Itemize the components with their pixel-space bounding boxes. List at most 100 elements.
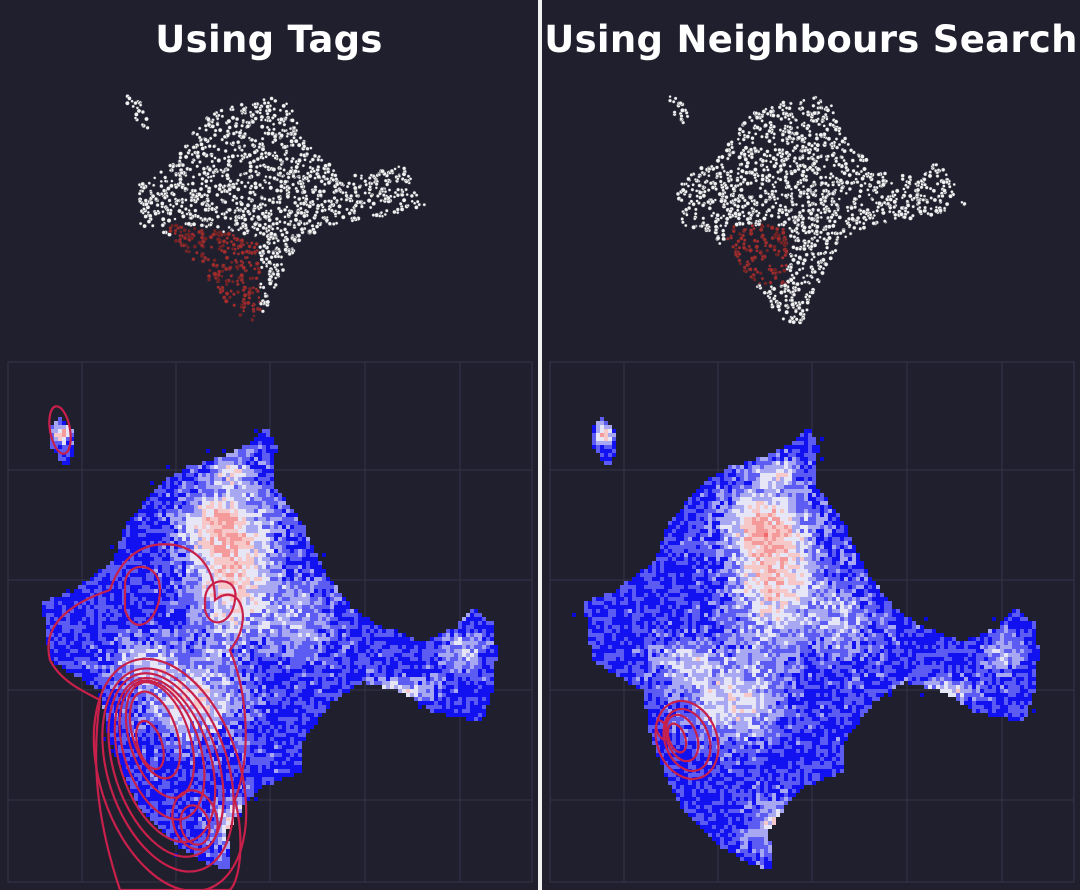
heatmap-cell xyxy=(478,645,482,649)
heatmap-cell xyxy=(426,649,430,653)
heatmap-cell xyxy=(466,661,470,665)
heatmap-cell xyxy=(226,645,230,649)
scatter-point xyxy=(274,221,280,226)
scatter-point xyxy=(396,177,400,181)
scatter-point xyxy=(272,107,277,111)
heatmap-cell xyxy=(218,589,222,593)
heatmap-cell xyxy=(162,493,166,497)
heatmap-cell xyxy=(386,637,390,641)
heatmap-cell xyxy=(282,581,286,585)
heatmap-cell xyxy=(226,493,230,497)
heatmap-cell xyxy=(434,669,438,673)
heatmap-cell xyxy=(54,625,58,629)
scatter-point xyxy=(401,171,407,177)
heatmap-cell xyxy=(490,641,494,645)
scatter-point xyxy=(234,201,239,206)
heatmap-cell xyxy=(98,633,102,637)
heatmap-cell xyxy=(270,465,274,469)
heatmap-cell xyxy=(158,653,162,657)
heatmap-cell xyxy=(278,525,282,529)
heatmap-cell xyxy=(122,533,126,537)
heatmap-cell xyxy=(90,621,94,625)
heatmap-cell xyxy=(50,641,54,645)
heatmap-cell xyxy=(310,617,314,621)
heatmap-cell xyxy=(246,469,250,473)
heatmap-cell xyxy=(282,537,286,541)
heatmap-cell xyxy=(286,513,290,517)
heatmap-cell xyxy=(238,529,242,533)
scatter-point xyxy=(367,191,371,195)
scatter-point xyxy=(198,160,202,164)
heatmap-cell xyxy=(250,645,254,649)
heatmap-cell xyxy=(306,629,310,633)
heatmap-cell xyxy=(346,669,350,673)
heatmap-cell xyxy=(222,641,226,645)
heatmap-cell xyxy=(134,617,138,621)
heatmap-cell xyxy=(250,637,254,641)
scatter-point xyxy=(368,205,373,210)
scatter-point xyxy=(280,174,285,179)
heatmap-cell xyxy=(254,489,258,493)
heatmap-cell xyxy=(142,533,146,537)
heatmap-cell xyxy=(74,601,78,605)
heatmap-cell xyxy=(222,629,226,633)
heatmap-cell xyxy=(426,661,430,665)
heatmap-cell xyxy=(290,641,294,645)
heatmap-cell xyxy=(226,629,230,633)
heatmap-cell xyxy=(286,569,290,573)
heatmap-cell xyxy=(210,529,214,533)
scatter-point xyxy=(200,259,206,264)
heatmap-cell xyxy=(210,545,214,549)
scatter-point xyxy=(406,174,411,179)
heatmap-cell xyxy=(134,553,138,557)
heatmap-cell xyxy=(222,529,226,533)
heatmap-cell xyxy=(114,625,118,629)
scatter-point xyxy=(278,117,284,122)
heatmap-cell xyxy=(194,581,198,585)
scatter-point xyxy=(274,216,279,221)
heatmap-cell xyxy=(234,617,238,621)
scatter-point xyxy=(267,224,272,229)
heatmap-cell xyxy=(130,537,134,541)
heatmap-cell xyxy=(302,661,306,665)
heatmap-cell xyxy=(466,669,470,673)
heatmap-cell xyxy=(246,473,250,477)
heatmap-cell xyxy=(218,493,222,497)
heatmap-cell xyxy=(242,573,246,577)
heatmap-cell xyxy=(270,477,274,481)
heatmap-cell xyxy=(414,657,418,661)
heatmap-cell xyxy=(230,641,234,645)
heatmap-cell xyxy=(198,513,202,517)
heatmap-cell xyxy=(146,641,150,645)
heatmap-cell xyxy=(278,529,282,533)
scatter-point xyxy=(319,179,324,184)
heatmap-cell xyxy=(218,465,222,469)
heatmap-cell xyxy=(178,617,182,621)
scatter-point xyxy=(138,221,143,226)
heatmap-cell xyxy=(286,521,290,525)
scatter-point xyxy=(339,197,344,201)
scatter-point xyxy=(251,304,255,308)
heatmap-cell xyxy=(158,637,162,641)
heatmap-cell xyxy=(174,565,178,569)
heatmap-cell xyxy=(262,557,266,561)
scatter-point xyxy=(245,228,250,233)
heatmap-cell xyxy=(118,541,122,545)
heatmap-cell xyxy=(98,637,102,641)
heatmap-cell xyxy=(174,629,178,633)
heatmap-cell xyxy=(130,625,134,629)
heatmap-cell xyxy=(306,633,310,637)
heatmap-cell xyxy=(230,553,234,557)
heatmap-cell xyxy=(270,545,274,549)
heatmap-cell xyxy=(382,629,386,633)
heatmap-cell xyxy=(274,533,278,537)
heatmap-cell xyxy=(258,569,262,573)
heatmap-cell xyxy=(254,649,258,653)
heatmap-cell xyxy=(418,653,422,657)
heatmap-cell xyxy=(122,569,126,573)
heatmap-cell xyxy=(66,589,70,593)
heatmap-cell xyxy=(54,613,58,617)
heatmap-cell xyxy=(154,541,158,545)
heatmap-cell xyxy=(166,609,170,613)
heatmap-cell xyxy=(242,509,246,513)
